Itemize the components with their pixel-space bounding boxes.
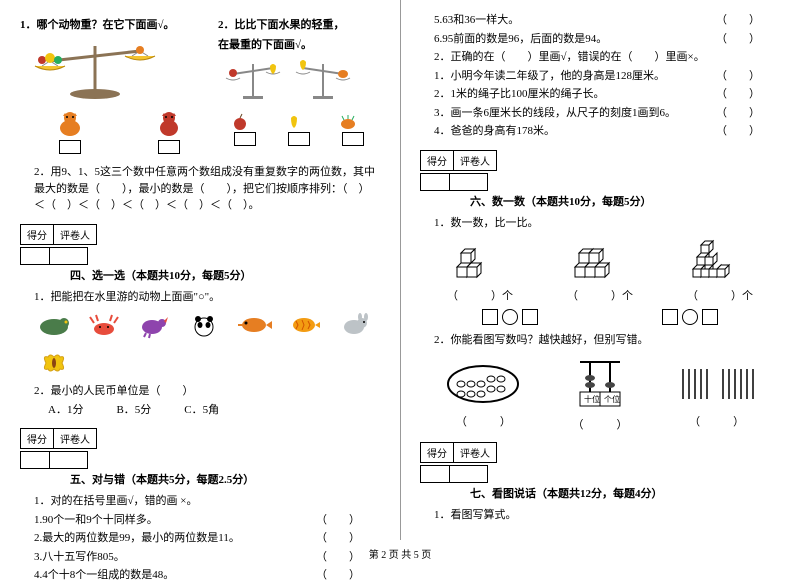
q2-text: 2．用9、1、5这三个数中任意两个数组成没有重复数字的两位数，其中最大的数是（ … <box>20 164 380 214</box>
s5-q1: 1．对的在括号里画√，错的画 ×。 <box>20 493 380 510</box>
square-blank[interactable] <box>522 309 538 325</box>
left-column: 1．哪个动物重？在它下面画√。 <box>0 0 400 540</box>
s5-q2: 2．正确的在（ ）里画√，错误的在（ ）里画×。 <box>420 49 780 66</box>
score-blank[interactable] <box>420 465 450 483</box>
cube-row: （ ）个 （ ）个 <box>420 237 780 303</box>
right-column: 5.63和36一样大。（ ） 6.95前面的数是96，后面的数是94。（ ） 2… <box>400 0 800 540</box>
s4-q2: 2．最小的人民币单位是（ ） <box>20 383 380 400</box>
choice-box[interactable] <box>158 140 180 154</box>
square-blank[interactable] <box>482 309 498 325</box>
fruit-choices <box>218 112 380 146</box>
balance-scale-1 <box>20 36 218 106</box>
animal-choices <box>20 110 218 154</box>
q1-title: 1．哪个动物重？在它下面画√。 <box>20 16 218 32</box>
answer-paren[interactable]: （ ） <box>677 413 757 429</box>
score-label: 得分 <box>20 428 54 449</box>
s6-q1: 1．数一数，比一比。 <box>420 215 780 232</box>
score-blank[interactable] <box>20 451 50 469</box>
choice-box[interactable] <box>342 132 364 146</box>
q2-sub: 在最重的下面画√。 <box>218 36 380 52</box>
grader-label: 评卷人 <box>454 150 497 171</box>
section-7-title: 七、看图说话（本题共12分，每题4分） <box>470 485 780 501</box>
svg-text:个位: 个位 <box>604 394 620 404</box>
count-figures: （ ） 十位个位 （ ） <box>420 357 780 432</box>
s5-item: 6.95前面的数是96，后面的数是94。（ ） <box>420 31 780 48</box>
score-label: 得分 <box>420 150 454 171</box>
section-4-title: 四、选一选（本题共10分，每题5分） <box>70 267 380 283</box>
cube-label: （ ）个 <box>447 287 513 303</box>
section-5-title: 五、对与错（本题共5分，每题2.5分） <box>70 471 380 487</box>
score-blank[interactable] <box>20 247 50 265</box>
grader-label: 评卷人 <box>54 224 97 245</box>
square-blank[interactable] <box>702 309 718 325</box>
choice-box[interactable] <box>234 132 256 146</box>
q2-title: 2．比比下面水果的轻重， <box>218 16 380 32</box>
score-box-7: 得分 评卷人 <box>420 442 780 463</box>
answer-paren[interactable]: （ ） <box>443 413 523 429</box>
balance-scales-fruit <box>218 56 380 106</box>
grader-blank[interactable] <box>50 247 88 265</box>
s4-q2-opts: A．1分 B．5分 C．5角 <box>20 402 380 419</box>
score-label: 得分 <box>20 224 54 245</box>
grader-blank[interactable] <box>450 173 488 191</box>
s5-item: 5.63和36一样大。（ ） <box>420 12 780 29</box>
square-blank[interactable] <box>662 309 678 325</box>
column-divider <box>400 0 401 540</box>
grader-label: 评卷人 <box>54 428 97 449</box>
grader-label: 评卷人 <box>454 442 497 463</box>
s6-q2: 2．你能看图写数吗？越快越好，但别写错。 <box>420 332 780 349</box>
s7-q1: 1．看图写算式。 <box>420 507 780 524</box>
score-label: 得分 <box>420 442 454 463</box>
score-box-5: 得分 评卷人 <box>20 428 380 449</box>
page-footer: 第 2 页 共 5 页 <box>0 546 800 561</box>
s5-item: 1.90个一和9个十同样多。（ ） <box>20 512 380 529</box>
s4-q1: 1．把能把在水里游的动物上面画"○"。 <box>20 289 380 306</box>
shape-compare-row <box>420 309 780 328</box>
s5-item: 4.4个十8个一组成的数是48。（ ） <box>20 567 380 584</box>
svg-text:十位: 十位 <box>584 394 600 404</box>
choice-box[interactable] <box>288 132 310 146</box>
cube-label: （ ）个 <box>567 287 633 303</box>
circle-blank[interactable] <box>502 309 518 325</box>
score-blank[interactable] <box>420 173 450 191</box>
score-box-4: 得分 评卷人 <box>20 224 380 245</box>
choice-box[interactable] <box>59 140 81 154</box>
cube-label: （ ）个 <box>687 287 753 303</box>
grader-blank[interactable] <box>450 465 488 483</box>
answer-paren[interactable]: （ ） <box>570 416 630 432</box>
s5-item: 2.最大的两位数是99，最小的两位数是11。（ ） <box>20 530 380 547</box>
s5-q2-item: 3．画一条6厘米长的线段，从尺子的刻度1画到6。（ ） <box>420 105 780 122</box>
s5-q2-item: 4．爸爸的身高有178米。（ ） <box>420 123 780 140</box>
grader-blank[interactable] <box>50 451 88 469</box>
animal-grid <box>34 311 380 377</box>
s5-q2-item: 2．1米的绳子比100厘米的绳子长。（ ） <box>420 86 780 103</box>
section-6-title: 六、数一数（本题共10分，每题5分） <box>470 193 780 209</box>
s5-q2-item: 1．小明今年读二年级了，他的身高是128厘米。（ ） <box>420 68 780 85</box>
score-box-6: 得分 评卷人 <box>420 150 780 171</box>
circle-blank[interactable] <box>682 309 698 325</box>
